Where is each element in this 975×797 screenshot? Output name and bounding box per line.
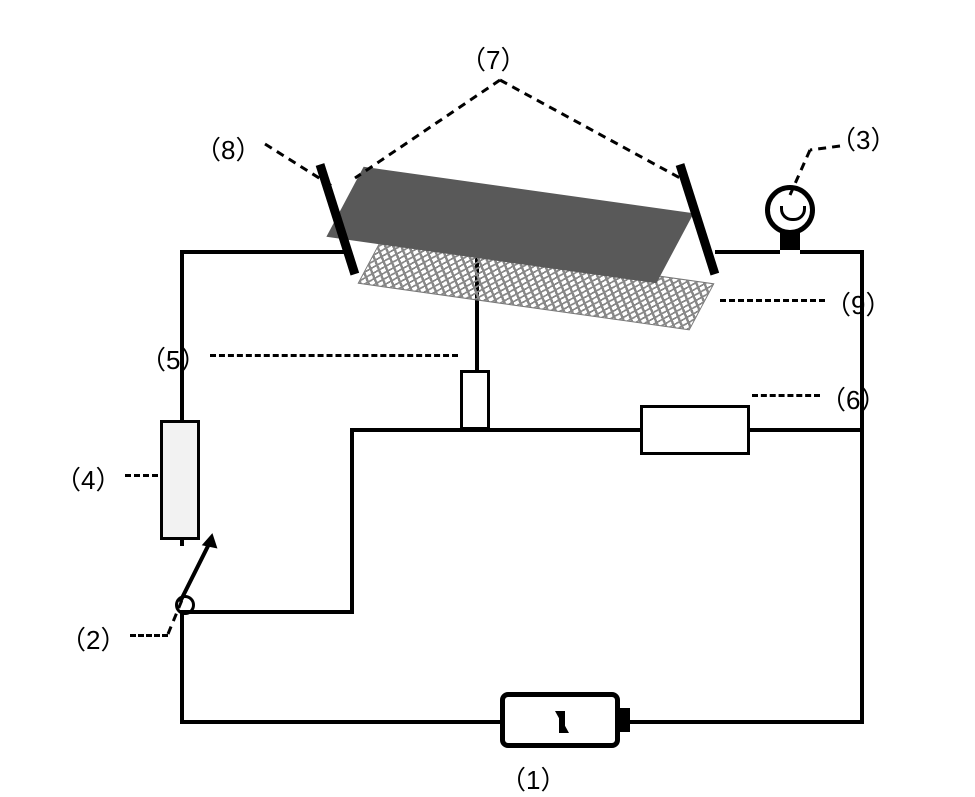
leader-5	[210, 354, 458, 357]
label-7: （7）	[460, 40, 526, 77]
label-4: （4）	[55, 460, 121, 497]
switch-blade	[178, 541, 212, 603]
switch-arrow	[202, 532, 220, 549]
label-1: （1）	[500, 760, 566, 797]
wire-6-right	[750, 428, 860, 432]
component-4	[160, 420, 200, 540]
wire-mid-to-left	[350, 428, 475, 432]
leader-9	[720, 299, 825, 302]
label-6: （6）	[820, 380, 886, 417]
wire-left-lower	[180, 600, 184, 720]
wire-left-upper	[180, 250, 184, 420]
circuit-diagram: （1） （2） （4） （5） （6） （9） （3） （7） （8）	[0, 0, 975, 794]
battery-nub	[620, 708, 630, 732]
leader-2	[130, 634, 168, 637]
label-8: （8）	[195, 130, 261, 167]
wire-bottom-left	[180, 720, 500, 724]
wire-top-right	[800, 250, 860, 254]
label-2: （2）	[60, 620, 126, 657]
label-5: （5）	[140, 340, 206, 377]
label-3: （3）	[830, 120, 896, 157]
wire-bottom-right	[630, 720, 864, 724]
battery-body	[500, 692, 620, 748]
wire-mid-bus	[475, 428, 640, 432]
component-6	[640, 405, 750, 455]
component-5	[460, 370, 490, 430]
leader-4	[125, 474, 158, 477]
label-9: （9）	[825, 285, 891, 322]
leader-6	[752, 394, 820, 397]
wire-top-left	[180, 250, 345, 254]
